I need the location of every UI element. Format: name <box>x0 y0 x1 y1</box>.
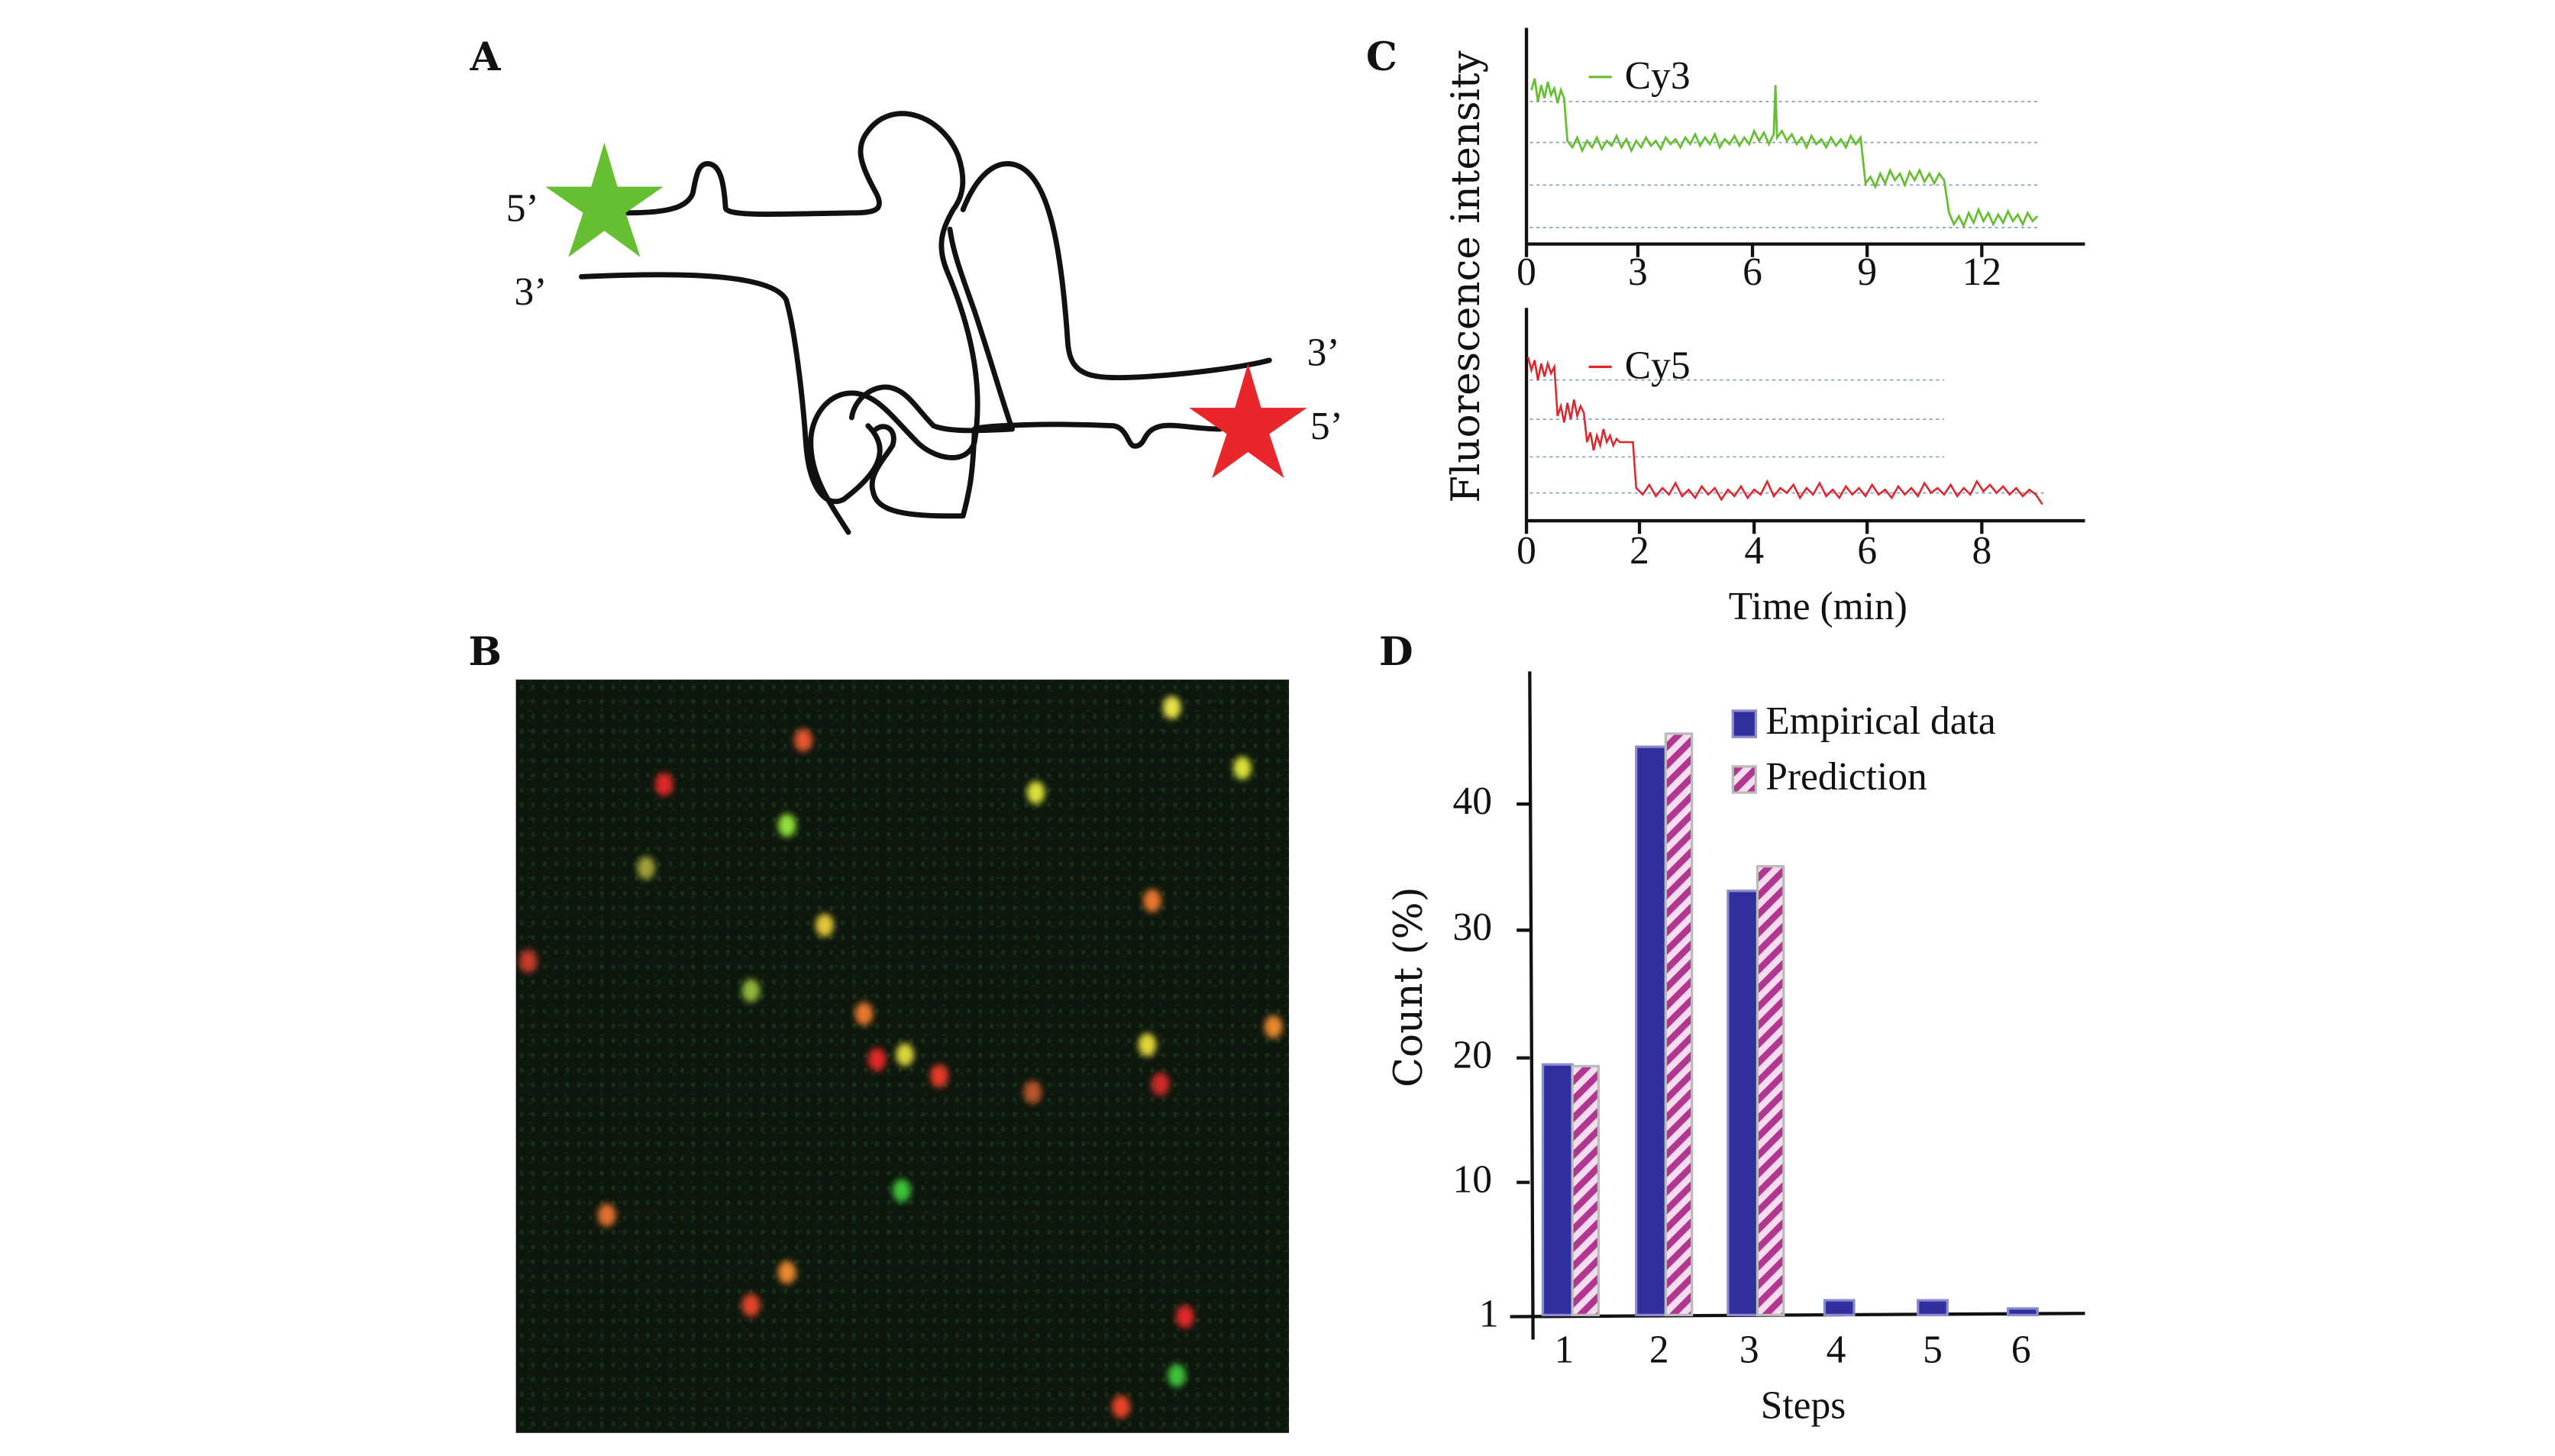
spot <box>741 1293 761 1317</box>
spot <box>1162 696 1181 719</box>
x-tick: 2 <box>1649 1329 1669 1373</box>
empirical-legend-label: Empirical data <box>1765 701 1996 744</box>
panel-d-label: D <box>1379 627 1413 675</box>
spot <box>896 1043 914 1067</box>
y-tick: 20 <box>1452 1035 1493 1078</box>
x-tick: 8 <box>1972 530 1992 573</box>
spot <box>597 1203 616 1227</box>
spot <box>1264 1015 1283 1038</box>
x-tick: 2 <box>1630 530 1649 573</box>
spot <box>892 1179 911 1203</box>
cy5-plot <box>1524 308 2085 534</box>
spot <box>1023 1080 1042 1104</box>
prediction-legend-swatch <box>1731 765 1757 794</box>
cy3-legend-label: Cy3 <box>1624 55 1691 98</box>
x-axis-label: Time (min) <box>1728 586 1907 629</box>
spot <box>741 979 761 1002</box>
red-star-icon <box>1189 363 1307 479</box>
spot <box>518 950 538 973</box>
panel-c-label: C <box>1365 32 1397 81</box>
spot <box>777 814 796 838</box>
panel-a-label: A <box>470 32 501 81</box>
spot <box>1168 1364 1186 1387</box>
spot <box>816 913 834 937</box>
five-prime-label: 5’ <box>506 188 539 231</box>
x-tick: 12 <box>1962 252 2002 295</box>
cy3-plot <box>1524 27 2085 257</box>
spot <box>794 728 812 752</box>
x-tick: 3 <box>1628 252 1648 295</box>
y-tick: 30 <box>1452 907 1493 951</box>
x-tick: 0 <box>1517 252 1536 295</box>
cy5-legend-label: Cy5 <box>1624 345 1691 389</box>
spot <box>637 856 655 880</box>
five-prime-label: 5’ <box>1310 405 1343 449</box>
x-tick: 6 <box>1857 530 1878 573</box>
spot <box>867 1048 887 1071</box>
fluorescence-micrograph <box>515 680 1290 1433</box>
spot <box>1176 1305 1194 1328</box>
panel-b-label: B <box>468 627 502 675</box>
y-tick: 40 <box>1452 781 1493 824</box>
x-tick: 0 <box>1517 530 1536 573</box>
prediction-legend-label: Prediction <box>1765 756 1927 799</box>
x-tick: 1 <box>1554 1329 1575 1373</box>
spot <box>777 1261 796 1284</box>
empirical-legend-swatch <box>1731 709 1757 738</box>
green-star-icon <box>545 142 664 257</box>
spot <box>654 773 673 796</box>
spot <box>1026 781 1045 805</box>
spot <box>1138 1033 1157 1057</box>
three-prime-label: 3’ <box>1307 332 1340 376</box>
x-tick: 5 <box>1923 1329 1943 1373</box>
spot <box>1151 1072 1170 1096</box>
x-tick: 6 <box>1743 252 1762 295</box>
x-tick: 9 <box>1857 252 1878 295</box>
x-tick: 3 <box>1739 1329 1759 1373</box>
x-tick: 4 <box>1826 1329 1846 1373</box>
x-tick: 4 <box>1744 530 1765 573</box>
spot <box>1233 756 1252 780</box>
three-prime-label: 3’ <box>514 272 548 315</box>
spot <box>930 1064 948 1088</box>
x-tick: 6 <box>2011 1329 2031 1373</box>
x-axis-label: Steps <box>1760 1385 1846 1429</box>
spot <box>1112 1395 1130 1419</box>
spot <box>1143 889 1161 912</box>
y-tick: 1 <box>1478 1293 1499 1337</box>
y-tick: 10 <box>1452 1159 1493 1203</box>
spot <box>854 1002 874 1025</box>
